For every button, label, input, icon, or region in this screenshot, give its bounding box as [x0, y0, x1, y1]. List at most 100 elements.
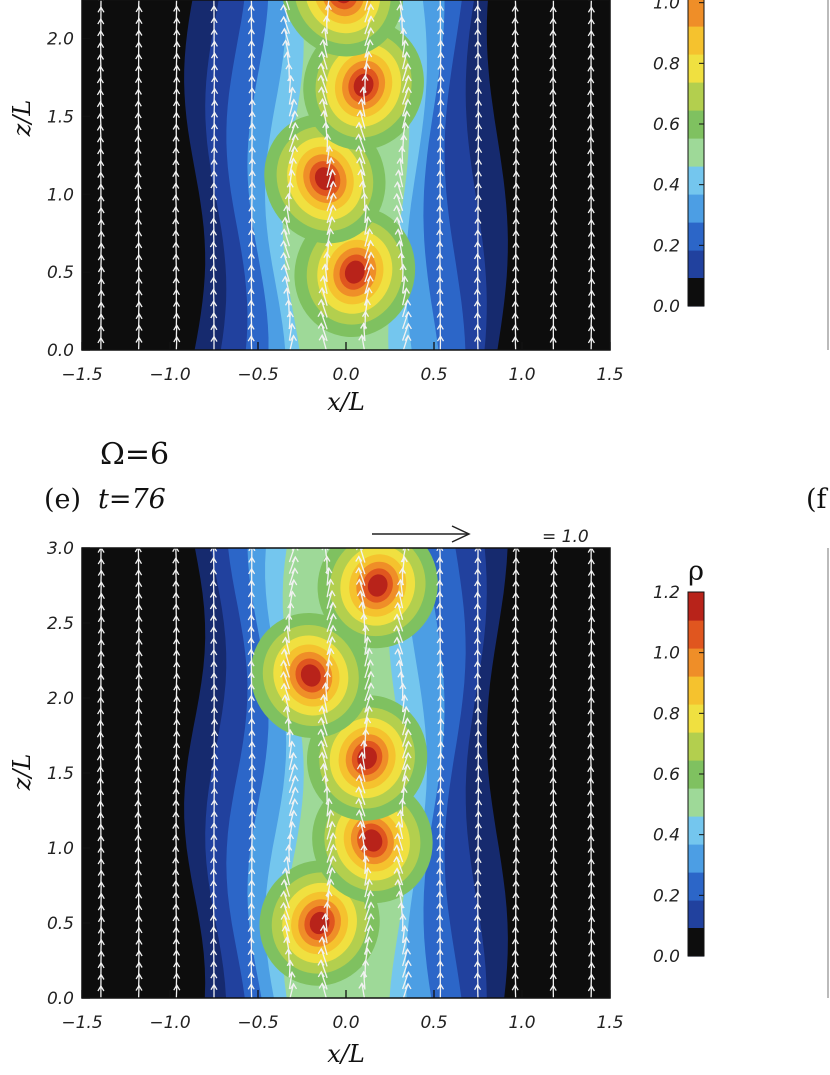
velocity-arrowhead — [289, 157, 297, 164]
velocity-arrow — [324, 264, 328, 283]
velocity-arrowhead — [366, 693, 374, 701]
velocity-arrowhead — [394, 878, 402, 886]
velocity-arrowhead — [367, 251, 375, 259]
top-velocity-arrows — [96, 0, 596, 350]
velocity-arrow — [399, 0, 404, 11]
colorbar-segment — [688, 732, 704, 761]
velocity-arrowhead — [317, 298, 325, 306]
velocity-arrow — [514, 41, 517, 57]
velocity-arrow — [137, 160, 140, 174]
velocity-arrowhead — [355, 555, 363, 562]
colorbar-segment — [688, 82, 704, 111]
velocity-arrow — [364, 683, 372, 702]
velocity-arrow — [590, 255, 593, 268]
velocity-arrow — [321, 706, 328, 725]
velocity-arrow — [326, 856, 334, 875]
velocity-arrow — [284, 926, 291, 944]
velocity-arrowhead — [404, 740, 412, 747]
velocity-arrow — [288, 764, 296, 782]
panel-f-label: (f — [806, 484, 829, 515]
velocity-arrow — [137, 6, 140, 21]
velocity-arrow — [284, 695, 291, 713]
velocity-arrowhead — [329, 612, 337, 620]
velocity-arrow — [590, 639, 593, 653]
velocity-arrowhead — [404, 959, 412, 967]
velocity-arrow — [364, 276, 371, 295]
velocity-arrow — [397, 602, 404, 620]
velocity-arrowhead — [290, 809, 298, 817]
velocity-arrowhead — [365, 936, 373, 943]
colorbar-segment — [688, 844, 704, 873]
velocity-arrowhead — [355, 809, 363, 816]
velocity-arrow — [364, 63, 368, 82]
velocity-arrow — [137, 172, 140, 186]
colorbar-segment — [688, 592, 704, 621]
velocity-arrow — [401, 146, 404, 164]
velocity-arrowhead — [290, 145, 299, 153]
velocity-arrow — [288, 960, 291, 978]
velocity-arrowhead — [291, 786, 299, 794]
velocity-arrowhead — [404, 322, 412, 330]
velocity-arrow — [399, 5, 404, 23]
velocity-arrowhead — [355, 133, 363, 140]
velocity-arrow — [99, 89, 102, 103]
density-peak-2-level-7 — [362, 829, 383, 852]
e-colorbar: 0.0 0.2 0.4 0.6 0.8 1.0 1.2 ρ — [653, 556, 705, 967]
velocity-arrow — [364, 51, 370, 70]
velocity-arrow — [401, 776, 407, 794]
velocity-arrow — [286, 937, 291, 955]
velocity-arrow — [175, 53, 178, 68]
velocity-arrow — [137, 148, 140, 162]
reference-vector-label: = 1.0 — [542, 527, 589, 547]
velocity-arrow — [326, 833, 334, 852]
velocity-arrow — [283, 683, 291, 701]
y-tick-label: 2.5 — [47, 614, 74, 634]
velocity-arrowhead — [318, 705, 326, 712]
velocity-arrow — [400, 672, 404, 690]
velocity-arrow — [137, 662, 140, 676]
velocity-arrowhead — [329, 832, 337, 839]
velocity-arrowhead — [172, 548, 180, 553]
velocity-arrow — [397, 229, 404, 247]
velocity-arrowhead — [287, 74, 295, 82]
velocity-arrowhead — [317, 310, 325, 318]
velocity-arrowhead — [291, 774, 299, 782]
colorbar-segment — [688, 54, 704, 83]
velocity-arrowhead — [393, 855, 401, 863]
panel-e-label: (e) — [44, 484, 81, 515]
velocity-arrowhead — [357, 97, 366, 105]
velocity-arrowhead — [319, 38, 327, 46]
velocity-arrow — [401, 40, 406, 58]
velocity-arrowhead — [399, 682, 407, 690]
velocity-arrowhead — [356, 589, 365, 597]
velocity-arrow — [401, 926, 406, 943]
velocity-arrow — [288, 111, 296, 129]
velocity-arrow — [286, 856, 291, 874]
velocity-arrowhead — [395, 890, 403, 897]
density-peak-3-level-7 — [353, 73, 374, 97]
velocity-arrowhead — [317, 322, 325, 329]
velocity-arrowhead — [291, 555, 299, 563]
colorbar-tick-label: 1.0 — [653, 0, 680, 14]
velocity-arrow — [288, 568, 296, 586]
velocity-arrowhead — [291, 133, 299, 141]
velocity-arrow — [358, 579, 366, 598]
velocity-arrow — [364, 694, 371, 713]
velocity-arrow — [364, 867, 369, 886]
velocity-arrowhead — [403, 717, 411, 724]
velocity-arrowhead — [364, 866, 372, 874]
velocity-arrowhead — [402, 936, 410, 944]
velocity-arrowhead — [290, 763, 299, 770]
velocity-arrowhead — [512, 548, 520, 553]
velocity-arrow — [326, 146, 331, 165]
velocity-arrowhead — [329, 204, 337, 211]
velocity-arrow — [590, 951, 593, 964]
velocity-arrow — [361, 181, 366, 200]
velocity-arrowhead — [365, 705, 373, 712]
colorbar-segment — [688, 278, 704, 306]
velocity-arrow — [321, 51, 328, 70]
velocity-arrow — [552, 231, 555, 245]
velocity-arrow — [590, 616, 593, 630]
velocity-arrowhead — [281, 275, 289, 283]
velocity-arrow — [288, 75, 292, 93]
